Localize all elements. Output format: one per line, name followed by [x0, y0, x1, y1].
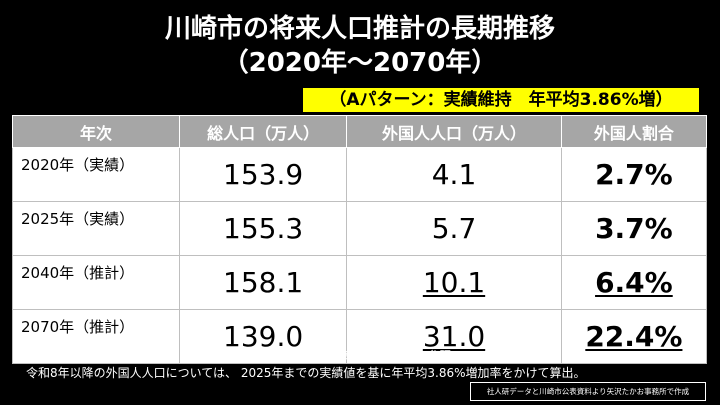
cell: 139.0: [178, 309, 348, 364]
badge: （Aパターン：実績維持 年平均3.86%増）: [303, 88, 699, 112]
row: 2025年（実績） 155.3 5.7 3.7%: [12, 201, 708, 256]
cell: 4.1: [346, 147, 562, 202]
title: 川崎市の将来人口推計の長期推移: [164, 14, 555, 44]
table: 年次 総人口（万人） 外国人人口（万人） 外国人割合 2020年（実績） 153…: [12, 115, 708, 364]
note: 令和8年以降の外国人人口については、 2025年までの実績値を基に年平均3.86…: [26, 366, 586, 380]
row: 2070年（推計） 139.0 31.0 22.4%: [12, 309, 708, 364]
cell: 5.7: [346, 201, 562, 256]
row: 2040年（推計） 158.1 10.1 6.4%: [12, 255, 708, 310]
row: 2020年（実績） 153.9 4.1 2.7%: [12, 147, 708, 202]
cell: 2070年（推計）: [12, 309, 180, 364]
cell: 153.9: [178, 147, 348, 202]
cell: 6.4%: [560, 255, 708, 310]
cell: 158.1: [178, 255, 348, 310]
header-cell: 外国人人口（万人）: [346, 115, 562, 148]
cell: 22.4%: [560, 309, 708, 364]
cell: 10.1: [346, 255, 562, 310]
cell: 2040年（推計）: [12, 255, 180, 310]
cell-text: 6.4%: [595, 266, 673, 299]
cell: 155.3: [178, 201, 348, 256]
note: ※総人口については、令和6年（2024年）3月公表「川崎市将来人口推計」を参照: [12, 349, 452, 363]
subtitle: （2020年～2070年）: [222, 48, 498, 78]
header-cell: 総人口（万人）: [178, 115, 348, 148]
source: 社人研データと川崎市公表資料より矢沢たかお事務所で作成: [470, 382, 706, 401]
cell: 2025年（実績）: [12, 201, 180, 256]
cell-text: 31.0: [422, 320, 486, 353]
cell-text: 10.1: [422, 266, 486, 299]
header-cell: 外国人割合: [560, 115, 708, 148]
cell: 3.7%: [560, 201, 708, 256]
header-row: 年次 総人口（万人） 外国人人口（万人） 外国人割合: [12, 115, 708, 148]
cell: 2.7%: [560, 147, 708, 202]
cell-text: 22.4%: [585, 320, 683, 353]
cell: 2020年（実績）: [12, 147, 180, 202]
header-cell: 年次: [12, 115, 180, 148]
